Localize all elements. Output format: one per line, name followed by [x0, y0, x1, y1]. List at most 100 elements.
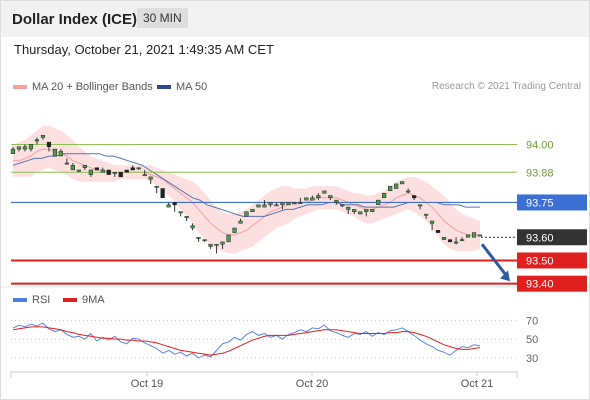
rsi-tick-70: 70 — [526, 315, 538, 327]
candle-body — [441, 237, 447, 240]
legend-ma50: MA 50 — [157, 81, 207, 93]
candle-body — [238, 220, 243, 224]
candle-body — [232, 227, 237, 233]
forecast-arrow-shaft — [480, 243, 509, 278]
candle-body — [304, 197, 309, 201]
rsi-tick-30: 30 — [526, 353, 538, 365]
candle-body — [106, 169, 111, 175]
candle-body — [76, 169, 81, 172]
candle-body — [34, 139, 40, 142]
legend-9ma: 9MA — [63, 294, 105, 306]
candle-body — [262, 204, 267, 208]
level-label-93.40: 93.40 — [526, 279, 554, 291]
candle-body — [178, 211, 183, 214]
forecast-arrow-head-icon — [500, 270, 510, 282]
chart-header: Dollar Index (ICE) 30 MIN — [1, 1, 589, 37]
ma50-swatch-icon — [157, 85, 171, 90]
candle-body — [214, 243, 219, 246]
instrument-title: Dollar Index (ICE) — [12, 11, 138, 28]
timestamp: Thursday, October 21, 2021 1:49:35 AM CE… — [14, 42, 274, 57]
candle-body — [172, 202, 177, 206]
candle-body — [447, 239, 453, 243]
candle-body — [453, 241, 459, 244]
candle-body — [184, 216, 189, 218]
candle-body — [424, 213, 429, 216]
candle-body — [70, 165, 75, 171]
candle-body — [10, 148, 16, 154]
rsi-ma-line — [12, 326, 481, 356]
level-label-93.75: 93.75 — [526, 197, 554, 209]
level-label-93.50: 93.50 — [526, 255, 554, 267]
candle-body — [412, 195, 417, 199]
candle-body — [52, 148, 58, 157]
candle-body — [388, 185, 393, 192]
candle-body — [358, 211, 363, 215]
candle-body — [340, 204, 345, 207]
candle-body — [124, 169, 129, 173]
candle-body — [328, 195, 333, 199]
candle-body — [64, 162, 69, 165]
candle-body — [142, 174, 147, 177]
candle-body — [429, 220, 435, 224]
candle-body — [310, 197, 315, 201]
candle-body — [268, 202, 273, 206]
candle-body — [364, 209, 369, 212]
x-label-oct-20: Oct 20 — [296, 378, 328, 390]
candle-body — [394, 183, 399, 189]
candle-body — [88, 169, 93, 175]
candle-body — [435, 230, 441, 233]
candle-body — [471, 232, 477, 238]
level-label-93.88: 93.88 — [526, 167, 554, 179]
candle-body — [382, 192, 387, 199]
legend-rsi: RSI — [13, 294, 50, 306]
bollinger-swatch-icon — [13, 85, 27, 90]
legend-bollinger: MA 20 + Bollinger Bands — [13, 81, 153, 93]
candle-body — [190, 225, 195, 229]
x-label-oct-21: Oct 21 — [461, 378, 493, 390]
last-price-label: 93.60 — [526, 232, 554, 244]
candle-body — [118, 172, 123, 178]
candle-body — [160, 188, 165, 199]
candle-body — [334, 199, 339, 203]
candle-body — [286, 202, 291, 206]
legend-ma50-label: MA 50 — [176, 81, 208, 93]
candle-body — [220, 241, 225, 245]
level-label-94.00: 94.00 — [526, 139, 554, 151]
candle-body — [100, 169, 105, 173]
candle-body — [376, 199, 381, 205]
candle-body — [112, 172, 117, 174]
candle-body — [274, 204, 279, 207]
bollinger-band-area — [13, 125, 480, 254]
candle-body — [154, 185, 159, 188]
candle-body — [136, 167, 141, 170]
candle-body — [196, 237, 201, 239]
candle-body — [477, 234, 483, 237]
candle-body — [208, 243, 213, 247]
candle-body — [280, 202, 285, 206]
candle-body — [256, 204, 261, 208]
candle-body — [202, 239, 207, 242]
rsi-swatch-icon — [13, 298, 27, 303]
candle-body — [244, 211, 249, 217]
candle-body — [28, 144, 34, 150]
candle-body — [370, 209, 375, 212]
legend-bollinger-label: MA 20 + Bollinger Bands — [32, 81, 153, 93]
candle-body — [148, 176, 153, 180]
timeframe-badge[interactable]: 30 MIN — [137, 8, 188, 28]
candle-body — [40, 134, 46, 138]
level-tag-93.50 — [517, 252, 587, 269]
candle-body — [316, 195, 321, 199]
candle-body — [459, 239, 465, 242]
candle-body — [346, 206, 351, 210]
candle-body — [465, 234, 471, 238]
bollinger-mid-line — [13, 148, 480, 236]
candle-body — [250, 209, 255, 212]
candle-body — [406, 190, 411, 193]
candle-body — [46, 141, 52, 147]
legend-9ma-label: 9MA — [82, 294, 105, 306]
x-label-oct-19: Oct 19 — [131, 378, 163, 390]
rsi-tick-50: 50 — [526, 334, 538, 346]
candle-body — [400, 181, 405, 185]
